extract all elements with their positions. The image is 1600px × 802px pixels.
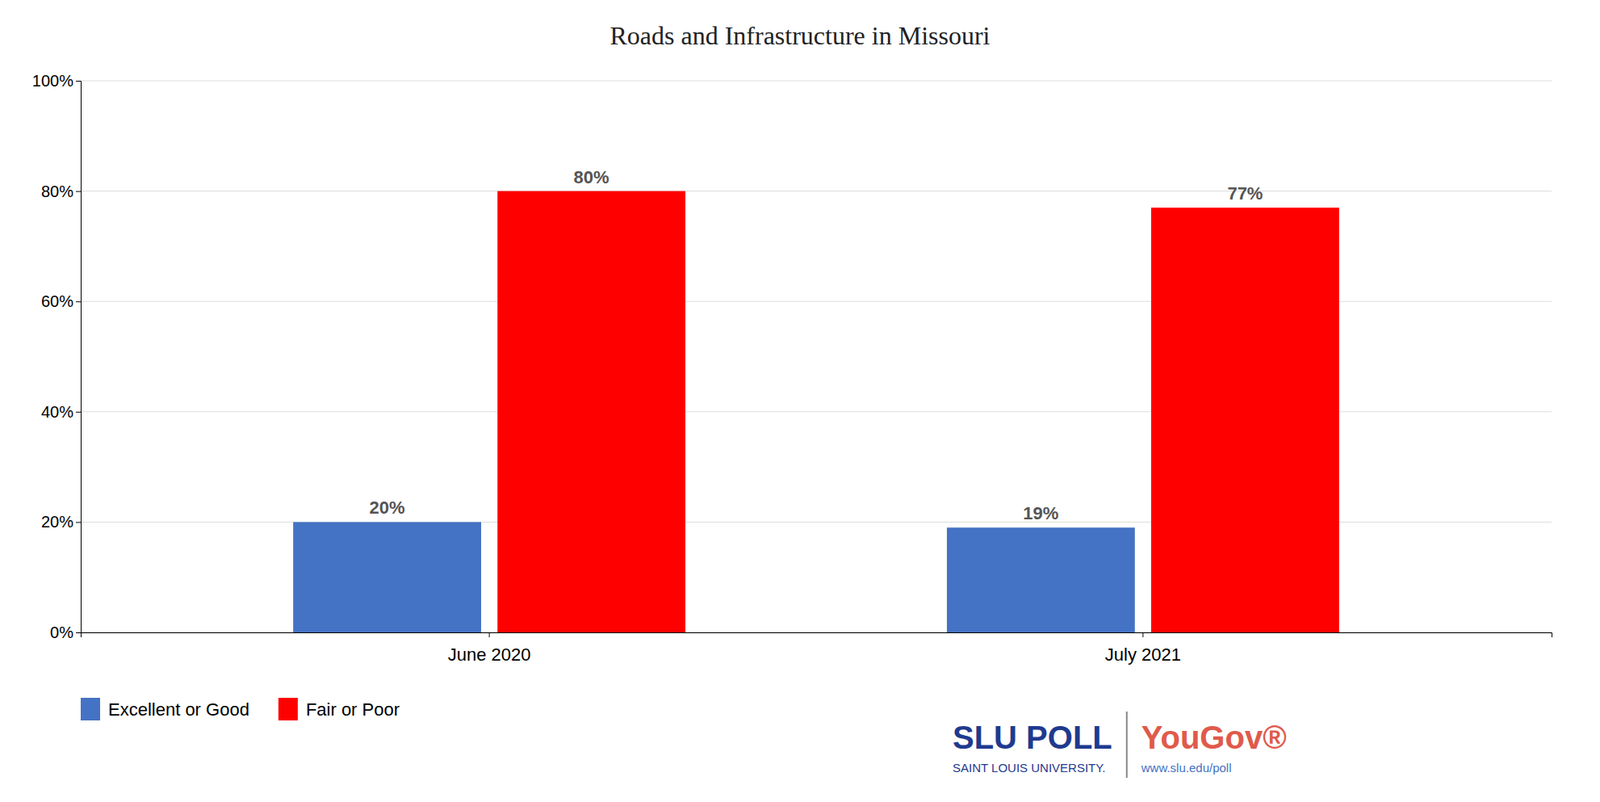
y-tick-mark <box>75 521 81 523</box>
y-tick-mark <box>75 632 81 633</box>
legend: Excellent or Good Fair or Poor <box>80 697 400 721</box>
y-tick: 60% <box>41 292 81 310</box>
legend-item: Fair or Poor <box>278 697 400 721</box>
x-tick-label: June 2020 <box>448 644 532 665</box>
legend-label: Fair or Poor <box>305 699 400 720</box>
y-tick: 40% <box>41 402 81 421</box>
annotations: SLU POLL SAINT LOUIS UNIVERSITY. YouGov® ww… <box>952 711 1287 778</box>
x-axis: June 2020 July 2021 <box>81 632 1553 665</box>
annotation: www.slu.edu/poll <box>1140 760 1232 775</box>
y-tick-mark <box>75 411 81 413</box>
plot: 0% 20% 40% 60% 80% 100% June 2020 July 2021 20% 1… <box>32 71 1553 666</box>
y-tick: 80% <box>41 182 81 201</box>
title: Roads and Infrastructure in Missouri <box>609 20 990 51</box>
bars <box>293 191 1340 633</box>
y-axis-line <box>75 81 82 633</box>
data-labels: 20% 19% 80% 77% <box>369 167 1264 524</box>
y-tick: 100% <box>32 71 81 90</box>
y-tick-label: 80% <box>41 182 74 201</box>
y-tick-mark <box>75 191 81 193</box>
separator <box>1126 711 1128 778</box>
bar <box>1151 207 1340 633</box>
y-tick-label: 100% <box>32 71 74 90</box>
legend-swatch <box>278 697 298 721</box>
annotation: SAINT LOUIS UNIVERSITY. <box>952 760 1106 775</box>
x-axis-line <box>81 632 1553 638</box>
data-label: 80% <box>573 167 610 188</box>
bar <box>946 527 1136 633</box>
legend-swatch <box>80 697 101 721</box>
data-label: 77% <box>1227 183 1263 204</box>
grid-line <box>80 190 1552 192</box>
y-tick-mark <box>75 80 81 82</box>
y-tick-mark <box>75 301 81 302</box>
annotation: YouGov® <box>1141 719 1287 755</box>
x-tick: June 2020 <box>448 632 532 665</box>
grid-line <box>80 80 1552 82</box>
y-tick-label: 0% <box>50 623 74 641</box>
x-tick-label: July 2021 <box>1105 644 1182 665</box>
grid <box>80 80 1552 633</box>
annotation: SLU POLL <box>952 719 1113 755</box>
legend-label: Excellent or Good <box>108 699 250 720</box>
bar <box>293 521 482 633</box>
data-label: 20% <box>369 497 406 518</box>
y-tick-label: 60% <box>41 292 74 310</box>
y-tick: 20% <box>41 512 81 531</box>
y-tick: 0% <box>50 623 81 641</box>
bar <box>497 191 686 633</box>
y-tick-label: 20% <box>41 512 74 531</box>
x-tick: July 2021 <box>1105 632 1182 665</box>
x-tick-mark <box>489 632 491 637</box>
x-tick-mark <box>1142 632 1144 637</box>
y-axis: 0% 20% 40% 60% 80% 100% <box>32 71 82 641</box>
y-tick-label: 40% <box>41 402 74 421</box>
legend-item: Excellent or Good <box>80 697 250 721</box>
chart-root: Roads and Infrastructure in Missouri 0% 20… <box>0 0 1600 802</box>
data-label: 19% <box>1022 502 1059 524</box>
